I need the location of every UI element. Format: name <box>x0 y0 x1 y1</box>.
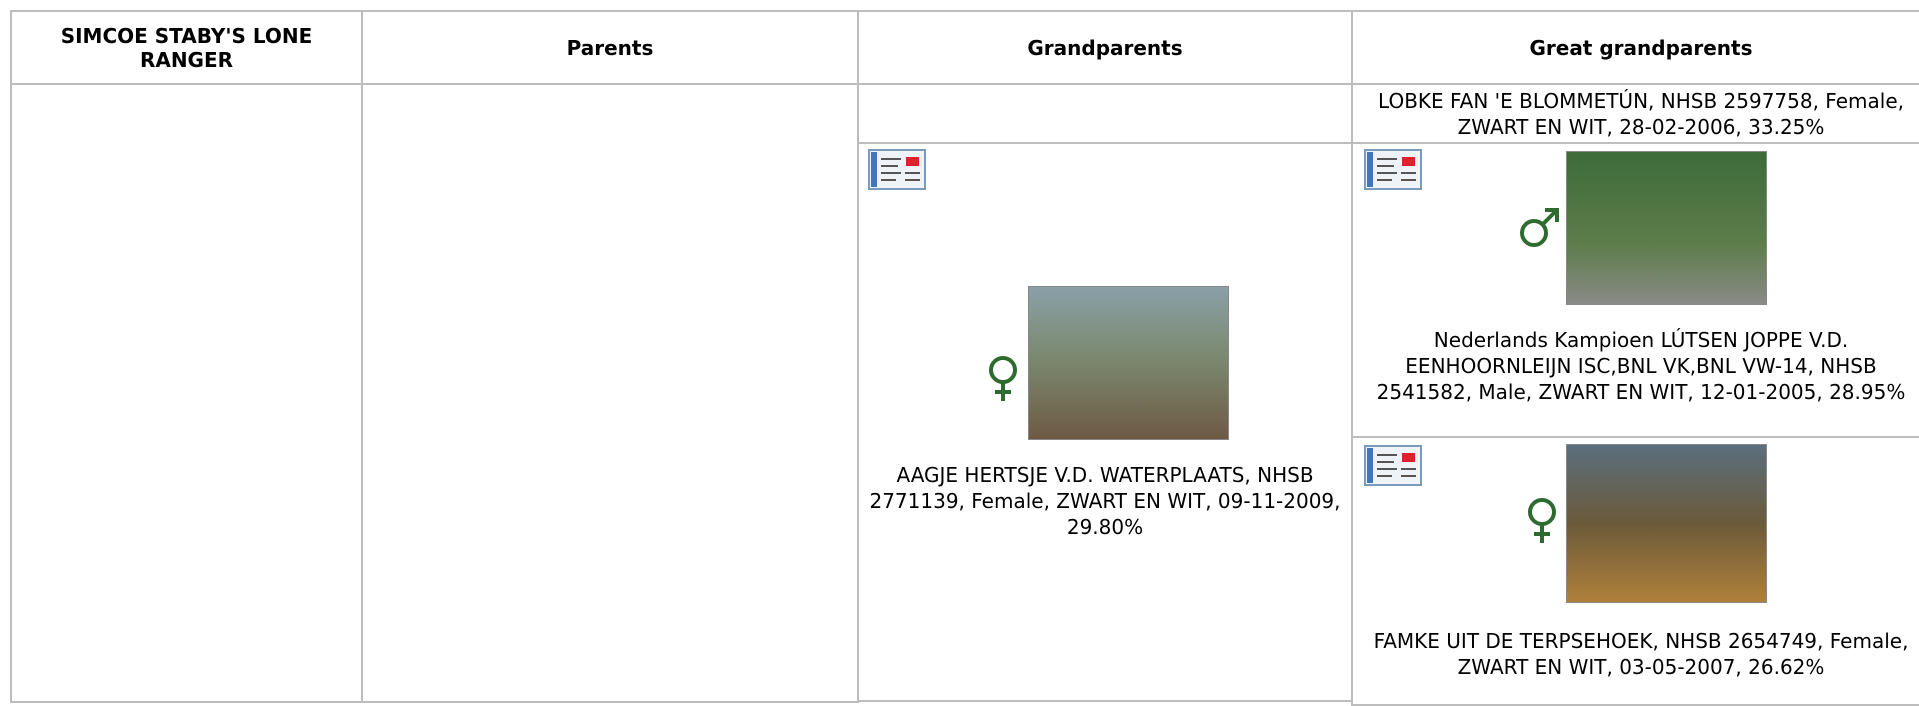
great-grandparent-cell: FAMKE UIT DE TERPSEHOEK, NHSB 2654749, F… <box>1351 436 1919 706</box>
header-text: Parents <box>566 35 654 60</box>
pedigree-card-icon[interactable] <box>868 149 926 190</box>
grandparent-cell: AAGJE HERTSJE V.D. WATERPLAATS, NHSB 277… <box>857 142 1353 702</box>
subject-cell <box>10 83 363 703</box>
page: SIMCOE STABY'S LONE RANGER Parents Grand… <box>10 10 1919 706</box>
dog-photo[interactable] <box>1028 286 1229 440</box>
dog-description: Nederlands Kampioen LÚTSEN JOPPE V.D. EE… <box>1376 328 1906 404</box>
dog-description: FAMKE UIT DE TERPSEHOEK, NHSB 2654749, F… <box>1373 629 1909 679</box>
header-cell: Great grandparents <box>1351 10 1919 85</box>
header-text: SIMCOE STABY'S LONE RANGER <box>60 23 313 72</box>
header-cell: Parents <box>361 10 859 85</box>
dog-description: AAGJE HERTSJE V.D. WATERPLAATS, NHSB 277… <box>869 463 1341 539</box>
parents-cell <box>361 83 859 703</box>
female-icon <box>989 356 1017 401</box>
dog-photo[interactable] <box>1566 444 1767 603</box>
pedigree-card-icon[interactable] <box>1364 445 1422 486</box>
grandparent-cell <box>857 83 1353 144</box>
dog-photo[interactable] <box>1566 151 1767 305</box>
great-grandparent-cell: LOBKE FAN 'E BLOMMETÚN, NHSB 2597758, Fe… <box>1351 83 1919 144</box>
male-icon <box>1520 208 1559 247</box>
pedigree-card-icon[interactable] <box>1364 149 1422 190</box>
header-text: Grandparents <box>1027 35 1183 60</box>
dog-description: LOBKE FAN 'E BLOMMETÚN, NHSB 2597758, Fe… <box>1378 89 1904 139</box>
female-icon <box>1528 498 1556 543</box>
header-cell: SIMCOE STABY'S LONE RANGER <box>10 10 363 85</box>
header-cell: Grandparents <box>857 10 1353 85</box>
great-grandparent-cell: Nederlands Kampioen LÚTSEN JOPPE V.D. EE… <box>1351 142 1919 438</box>
header-text: Great grandparents <box>1529 35 1753 60</box>
